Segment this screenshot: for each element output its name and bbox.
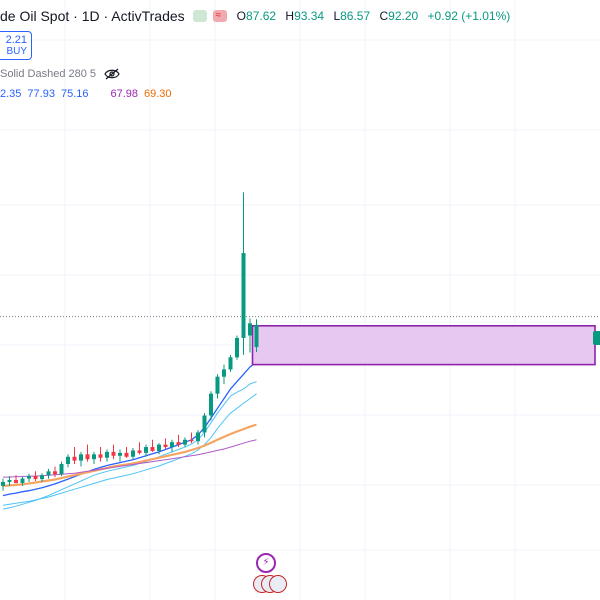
candle-body [92,454,96,460]
candle-body [215,376,220,394]
flag-icon[interactable] [192,10,207,22]
supply-zone-rectangle[interactable] [251,324,596,366]
candle-body [79,454,83,461]
candle-body [170,442,174,448]
ohlc-values: O87.62 H93.34 L86.57 C92.20 +0.92 (+1.01… [237,9,517,23]
candle-body [176,442,181,445]
candle-body [1,481,5,486]
candle-body [157,444,161,451]
candle-body [53,471,57,475]
candle-body [144,447,148,453]
candle-body [33,476,38,480]
ohlc-high-key: H [285,9,295,23]
candle-body [72,456,77,461]
candles [1,192,259,491]
ma-value: 69.30 [144,88,172,100]
ma-value: 2.35 [0,88,22,100]
buy-label: BUY [6,46,27,57]
ohlc-close: 92.20 [388,9,419,23]
candle-body [66,456,70,465]
candle-body [209,393,213,416]
eye-off-icon[interactable] [104,68,120,80]
candle-body [118,452,122,456]
candle-body [254,324,259,348]
candle-body [189,439,194,442]
candle-body [183,439,187,445]
indicator-label: Solid Dashed 280 5 [0,68,97,80]
ma-value: 77.93 [27,88,55,100]
ohlc-open: 87.62 [246,9,277,23]
candle-body [27,476,31,479]
ma-line-lower-band [2,393,257,506]
candle-body [105,451,109,458]
candle-body [222,369,226,377]
event-icon[interactable]: ⚡ [256,553,276,573]
moving-averages [2,361,257,510]
candle-body [98,454,103,458]
candle-body [40,475,44,480]
ohlc-open-key: O [236,9,247,23]
ma-line-upper [2,381,257,510]
candle-body [14,480,18,483]
ma-line-slow-purple [3,439,257,478]
indicator-values-row: 2.35 77.93 75.16 67.98 69.30 [0,86,172,102]
candle-body [7,480,12,482]
ma-value: 75.16 [60,88,89,100]
candle-body [46,471,51,476]
candle-body [137,450,142,453]
ma-line-middle [2,361,257,497]
buy-price: 2.21 [5,34,27,46]
ohlc-close-key: C [379,9,389,23]
candle-body [131,450,135,457]
candle-body [20,478,25,483]
ohlc-high: 93.34 [294,9,325,23]
flag-icon[interactable]: ≈ [212,10,227,22]
buy-price-button[interactable]: 2.21 BUY [0,31,32,60]
candle-body [85,454,90,460]
country-flag-icon[interactable] [253,575,289,593]
candle-body [111,451,116,456]
ohlc-low-key: L [333,9,341,23]
legend-title-row: de Oil Spot · 1D · ActivTrades ≈ O87.62 … [0,6,516,26]
candle-body [241,253,246,338]
candle-body [163,444,168,448]
symbol-title[interactable]: de Oil Spot · 1D · ActivTrades [0,8,185,24]
indicator-row[interactable]: Solid Dashed 280 5 [0,66,120,82]
candle-body [196,432,200,442]
candle-body [59,464,64,475]
ma-line-slow-orange [2,423,257,487]
candle-body [228,357,233,370]
price-scale-tag [593,331,600,345]
candle-body [235,337,239,358]
candle-body [248,323,252,336]
ohlc-low: 86.57 [340,9,371,23]
candle-body [124,452,129,457]
ma-value: 67.98 [110,88,139,100]
ohlc-change: +0.92 (+1.01%) [427,9,511,23]
candle-body [202,415,207,433]
candle-body [150,447,155,451]
